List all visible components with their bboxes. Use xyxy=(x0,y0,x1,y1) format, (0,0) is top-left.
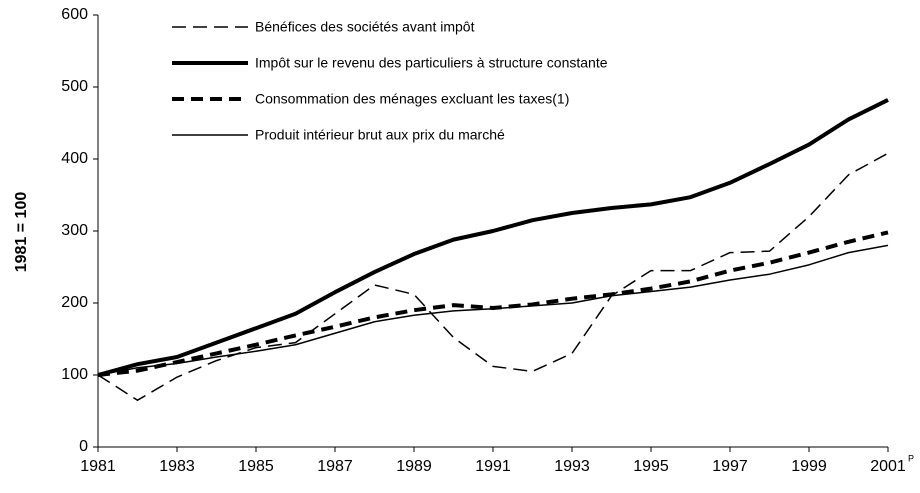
y-tick-label: 100 xyxy=(61,366,88,383)
x-tick-label: 1989 xyxy=(396,458,432,475)
y-tick-label: 200 xyxy=(61,294,88,311)
x-tick-label: 1983 xyxy=(159,458,195,475)
y-tick-label: 600 xyxy=(61,6,88,23)
y-tick-label: 300 xyxy=(61,222,88,239)
x-tick-label: 1981 xyxy=(80,458,116,475)
y-tick-label: 500 xyxy=(61,78,88,95)
legend-label: Impôt sur le revenu des particuliers à s… xyxy=(255,55,608,71)
series-line xyxy=(97,98,889,377)
series-line xyxy=(97,230,889,377)
series-line xyxy=(97,244,889,376)
legend-label: Produit intérieur brut aux prix du march… xyxy=(255,127,505,143)
x-tick-label: 1997 xyxy=(712,458,748,475)
x-tick-note: P xyxy=(908,453,914,463)
y-tick-label: 0 xyxy=(79,438,88,455)
y-axis-label: 1981 = 100 xyxy=(13,192,30,273)
x-tick-label: 1993 xyxy=(554,458,590,475)
series-line xyxy=(97,152,889,401)
x-tick-label: 1995 xyxy=(633,458,669,475)
y-tick-label: 400 xyxy=(61,150,88,167)
legend-label: Consommation des ménages excluant les ta… xyxy=(255,91,569,107)
x-tick-label: 1999 xyxy=(791,458,827,475)
x-tick-label: 2001 xyxy=(870,458,906,475)
legend-label: Bénéfices des sociétés avant impôt xyxy=(255,19,475,35)
x-tick-label: 1985 xyxy=(238,458,274,475)
x-tick-label: 1987 xyxy=(317,458,353,475)
x-tick-label: 1991 xyxy=(475,458,511,475)
